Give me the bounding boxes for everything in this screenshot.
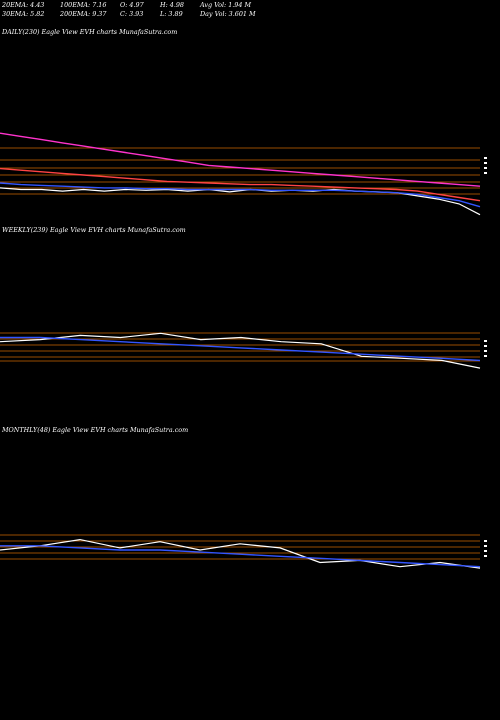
daily-axis-marker	[484, 157, 487, 159]
header-ema20: 20EMA: 4.43	[2, 1, 45, 9]
monthly-series-line-1	[0, 545, 481, 568]
header-ema30: 30EMA: 5.82	[2, 10, 45, 18]
header-day-vol: Day Vol: 3.601 M	[200, 10, 256, 18]
header-open: O: 4.97	[120, 1, 144, 9]
weekly-panel-label: WEEKLY(239) Eagle View EVH charts Munafa…	[2, 226, 186, 234]
monthly-axis-marker	[484, 540, 487, 542]
monthly-chart	[0, 534, 487, 569]
header-avg-vol: Avg Vol: 1.94 M	[200, 1, 251, 9]
daily-axis-marker	[484, 172, 487, 174]
daily-panel-label: DAILY(230) Eagle View EVH charts MunafaS…	[2, 28, 178, 36]
header-ema100: 100EMA: 7.16	[60, 1, 107, 9]
daily-series-line-2	[0, 167, 481, 202]
weekly-axis-marker	[484, 345, 487, 347]
header-ema200: 200EMA: 9.37	[60, 10, 107, 18]
daily-chart	[0, 132, 487, 216]
weekly-axis-marker	[484, 350, 487, 352]
header-low: L: 3.89	[160, 10, 183, 18]
weekly-axis-marker	[484, 355, 487, 357]
weekly-chart	[0, 332, 487, 369]
monthly-axis-marker	[484, 545, 487, 547]
weekly-series-line-0	[0, 332, 481, 369]
monthly-axis-marker	[484, 555, 487, 557]
monthly-series-line-0	[0, 538, 481, 569]
header-close: C: 3.93	[120, 10, 144, 18]
monthly-panel-label: MONTHLY(48) Eagle View EVH charts Munafa…	[2, 426, 189, 434]
monthly-axis-marker	[484, 550, 487, 552]
header-high: H: 4.98	[160, 1, 184, 9]
daily-axis-marker	[484, 167, 487, 169]
daily-series-line-0	[0, 187, 481, 216]
weekly-axis-marker	[484, 340, 487, 342]
weekly-series-line-1	[0, 336, 481, 362]
daily-series-line-1	[0, 182, 481, 208]
daily-axis-marker	[484, 162, 487, 164]
daily-series-line-3	[0, 132, 481, 187]
